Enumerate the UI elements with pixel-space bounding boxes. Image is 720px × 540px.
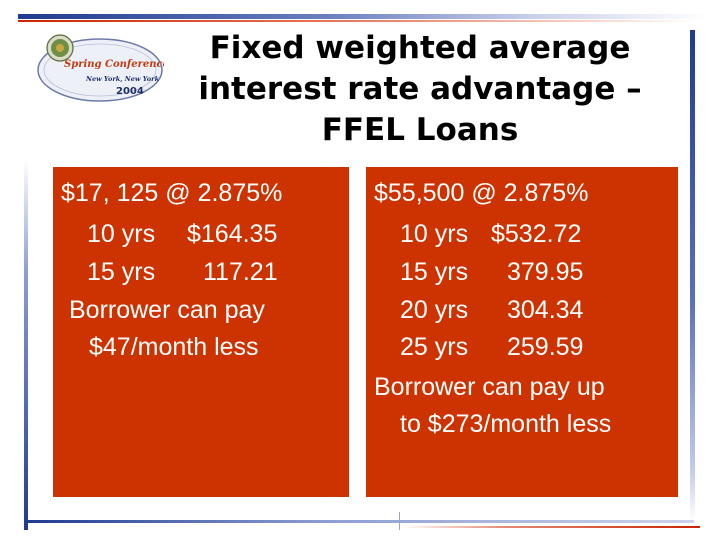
bottom-accent-line — [400, 526, 700, 528]
left-loan-header: $17, 125 @ 2.875% — [61, 179, 283, 207]
right-loan-header: $55,500 @ 2.875% — [374, 179, 589, 207]
slide-title: Fixed weighted average interest rate adv… — [160, 28, 680, 151]
right-note-line-1: Borrower can pay up — [374, 373, 605, 401]
right-border-stripe — [690, 30, 695, 520]
right-row-term: 15 yrs — [400, 258, 469, 286]
right-row-amount: $532.72 — [491, 220, 582, 248]
left-loan-box: $17, 125 @ 2.875% 10 yrs $164.35 15 yrs … — [53, 167, 349, 497]
logo-location: New York, New York — [85, 75, 160, 83]
logo-title: Spring Conference — [64, 59, 164, 70]
left-row-amount: $164.35 — [187, 220, 278, 248]
bottom-border-stripe — [26, 520, 694, 523]
conference-seal-icon: Spring Conference New York, New York 200… — [37, 34, 164, 102]
left-row-amount: 117.21 — [203, 258, 278, 286]
left-note-line-1: Borrower can pay — [69, 296, 265, 324]
top-accent-line — [18, 20, 698, 22]
right-row-amount: 379.95 — [507, 258, 584, 286]
right-row-amount: 304.34 — [507, 296, 584, 324]
left-border-stripe — [24, 160, 28, 530]
right-note-line-2: to $273/month less — [400, 410, 612, 438]
right-row-amount: 259.59 — [507, 333, 584, 361]
right-row-term: 10 yrs — [400, 220, 469, 248]
left-note-line-2: $47/month less — [89, 333, 259, 361]
left-row-term: 10 yrs — [87, 220, 156, 248]
title-line-1: Fixed weighted average — [209, 30, 631, 66]
logo-year: 2004 — [116, 86, 144, 97]
title-line-3: FFEL Loans — [321, 112, 519, 148]
title-line-2: interest rate advantage – — [198, 71, 642, 107]
conference-logo: Spring Conference New York, New York 200… — [34, 28, 164, 106]
top-border-stripe — [18, 14, 708, 19]
right-loan-box: $55,500 @ 2.875% 10 yrs $532.72 15 yrs 3… — [366, 167, 678, 497]
bottom-divider-tick — [399, 512, 400, 530]
right-row-term: 25 yrs — [400, 333, 469, 361]
left-row-term: 15 yrs — [87, 258, 156, 286]
right-row-term: 20 yrs — [400, 296, 469, 324]
